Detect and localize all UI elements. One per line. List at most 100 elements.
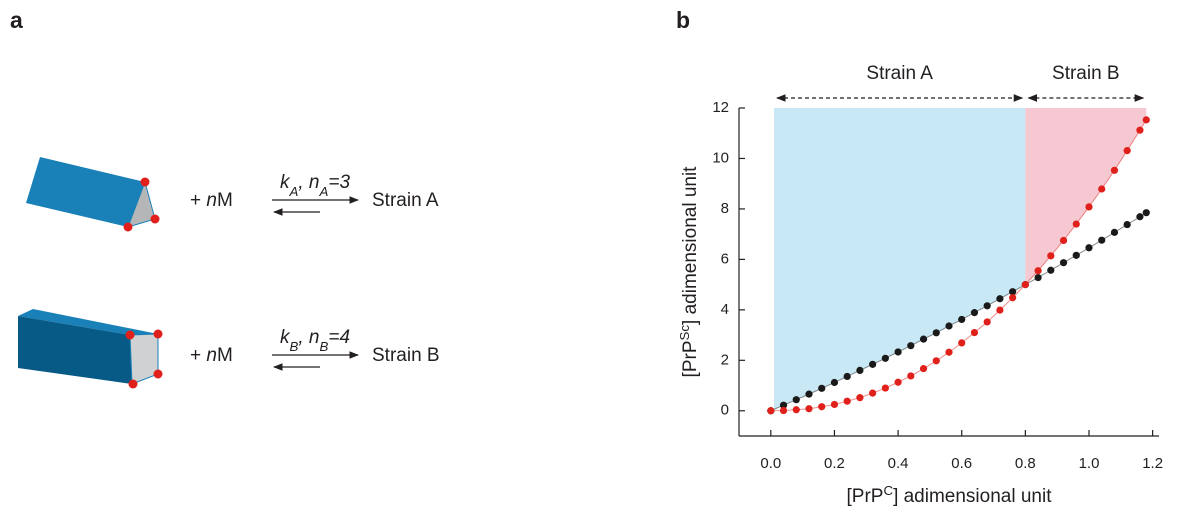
text-part: M	[217, 345, 233, 366]
data-point	[792, 406, 800, 414]
data-point	[894, 378, 902, 386]
text-part: , n	[298, 172, 319, 193]
y-tick-label: 8	[721, 200, 729, 217]
data-point	[1098, 236, 1106, 244]
data-point	[1142, 209, 1150, 217]
text-part: =4	[328, 327, 350, 348]
text-part: k	[280, 172, 291, 193]
data-point	[843, 397, 851, 405]
text-part: A	[319, 184, 329, 199]
range-label: Strain A	[866, 63, 933, 84]
data-point	[779, 406, 788, 415]
data-point	[958, 339, 966, 347]
data-point	[1142, 116, 1150, 124]
data-point	[970, 328, 979, 337]
data-point	[894, 348, 902, 356]
data-point	[1110, 228, 1119, 236]
text-part: Sc	[677, 325, 692, 341]
x-tick-label: 0.6	[951, 455, 972, 472]
y-tick-label: 4	[721, 301, 729, 318]
x-tick-label: 0.8	[1015, 455, 1036, 472]
data-point	[1047, 266, 1055, 274]
data-point	[919, 365, 928, 373]
text-part: , n	[298, 327, 319, 348]
data-point	[1123, 147, 1131, 155]
data-point	[1047, 252, 1055, 260]
data-point	[792, 396, 800, 404]
panel-label: b	[676, 7, 690, 33]
text-part: +	[190, 345, 206, 366]
data-point	[856, 366, 864, 374]
data-point	[1110, 166, 1119, 174]
data-point	[996, 306, 1004, 314]
data-point	[1009, 288, 1017, 296]
data-point	[1034, 273, 1042, 282]
data-point	[970, 309, 979, 317]
y-tick-label: 2	[721, 351, 729, 368]
data-point	[856, 394, 864, 402]
strain-region	[774, 108, 1026, 410]
data-point	[1085, 203, 1093, 211]
x-tick-label: 0.4	[888, 455, 909, 472]
data-point	[779, 401, 788, 409]
text-part: [PrP	[680, 341, 701, 378]
data-point	[1098, 185, 1106, 193]
text-part: B	[320, 339, 329, 354]
data-point	[869, 389, 877, 397]
product: Strain A	[372, 190, 439, 211]
data-point	[1072, 251, 1080, 259]
data-point	[830, 378, 839, 387]
data-point	[1136, 213, 1144, 221]
strain-region	[1025, 108, 1147, 285]
data-point	[983, 302, 991, 310]
data-point	[907, 342, 915, 350]
data-point	[767, 407, 775, 415]
reagent: + nM	[190, 345, 233, 366]
reagent: + nM	[190, 190, 233, 211]
data-point	[805, 405, 813, 413]
data-point	[1059, 236, 1068, 245]
data-point	[919, 335, 928, 343]
data-point	[1072, 220, 1080, 228]
text-part: k	[280, 327, 291, 348]
x-tick-label: 0.0	[760, 455, 781, 472]
data-point	[1034, 267, 1042, 275]
square-fibril	[18, 309, 163, 389]
x-tick-label: 1.0	[1079, 455, 1100, 472]
data-point	[996, 295, 1004, 303]
data-point	[1085, 244, 1093, 252]
y-tick-label: 12	[712, 99, 729, 116]
data-point	[907, 372, 915, 380]
data-point	[1136, 126, 1144, 134]
data-point	[1021, 281, 1029, 289]
x-tick-label: 1.2	[1142, 455, 1163, 472]
triangle-fibril	[26, 157, 160, 232]
text-part: [PrP	[847, 486, 884, 507]
data-point	[1009, 294, 1017, 302]
data-point	[818, 403, 826, 411]
y-axis-label: [PrPSc] adimensional unit	[677, 166, 702, 378]
data-point	[945, 322, 953, 330]
data-point	[1123, 220, 1131, 229]
data-point	[881, 384, 889, 392]
data-point	[830, 400, 839, 409]
data-point	[945, 348, 953, 356]
data-point	[818, 384, 826, 392]
data-point	[869, 360, 877, 368]
data-point	[805, 390, 813, 398]
panel-label: a	[10, 7, 23, 33]
plot: Strain A Strain B 0 2 4 6 8 10 12 0.0 0.2 0.4 0.6 0.8…	[677, 63, 1164, 507]
text-part: ] adimensional unit	[680, 166, 701, 325]
product: Strain B	[372, 345, 440, 366]
text-part: n	[206, 345, 217, 366]
data-point	[932, 329, 940, 337]
text-part: B	[290, 339, 299, 354]
data-point	[932, 357, 940, 365]
x-tick-label: 0.2	[824, 455, 845, 472]
data-point	[1059, 259, 1068, 267]
text-part: =3	[328, 172, 350, 193]
y-tick-label: 0	[721, 402, 729, 419]
rate-constant: kA, nA=3	[280, 172, 350, 199]
